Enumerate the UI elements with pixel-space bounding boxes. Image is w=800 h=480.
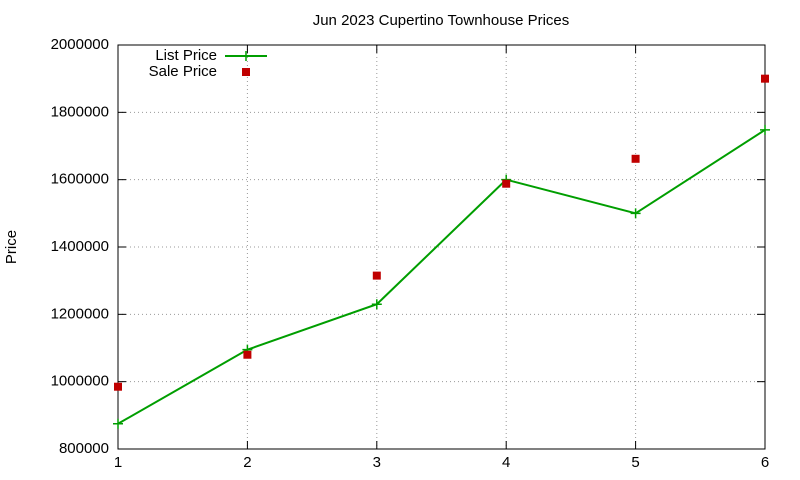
x-tick-label: 4 bbox=[502, 454, 510, 471]
x-tick-label: 6 bbox=[761, 454, 769, 471]
plot-border bbox=[117, 44, 766, 450]
x-tick-label: 3 bbox=[373, 454, 381, 471]
point bbox=[243, 350, 252, 359]
y-tick-label: 1600000 bbox=[51, 171, 109, 188]
point bbox=[502, 179, 511, 188]
point bbox=[114, 382, 122, 391]
y-axis-label: Price bbox=[3, 230, 20, 264]
x-tick-label: 1 bbox=[114, 454, 122, 471]
point bbox=[630, 208, 641, 219]
y-tick-label: 1000000 bbox=[51, 373, 109, 390]
legend-marker bbox=[241, 51, 251, 61]
point bbox=[372, 271, 381, 280]
chart-title: Jun 2023 Cupertino Townhouse Prices bbox=[313, 12, 570, 29]
point bbox=[631, 154, 640, 163]
point bbox=[371, 299, 382, 310]
y-tick-label: 1400000 bbox=[51, 238, 109, 255]
point bbox=[113, 418, 123, 429]
legend-marker bbox=[242, 68, 250, 76]
x-tick-label: 5 bbox=[631, 454, 639, 471]
y-tick-label: 800000 bbox=[59, 440, 109, 457]
legend-label: Sale Price bbox=[149, 63, 217, 80]
legend-label: List Price bbox=[155, 47, 217, 64]
y-tick-label: 1200000 bbox=[51, 305, 109, 322]
y-tick-label: 1800000 bbox=[51, 103, 109, 120]
line bbox=[117, 128, 766, 425]
y-tick-label: 2000000 bbox=[51, 36, 109, 53]
x-tick-label: 2 bbox=[243, 454, 251, 471]
point bbox=[761, 74, 769, 83]
point bbox=[760, 124, 770, 135]
